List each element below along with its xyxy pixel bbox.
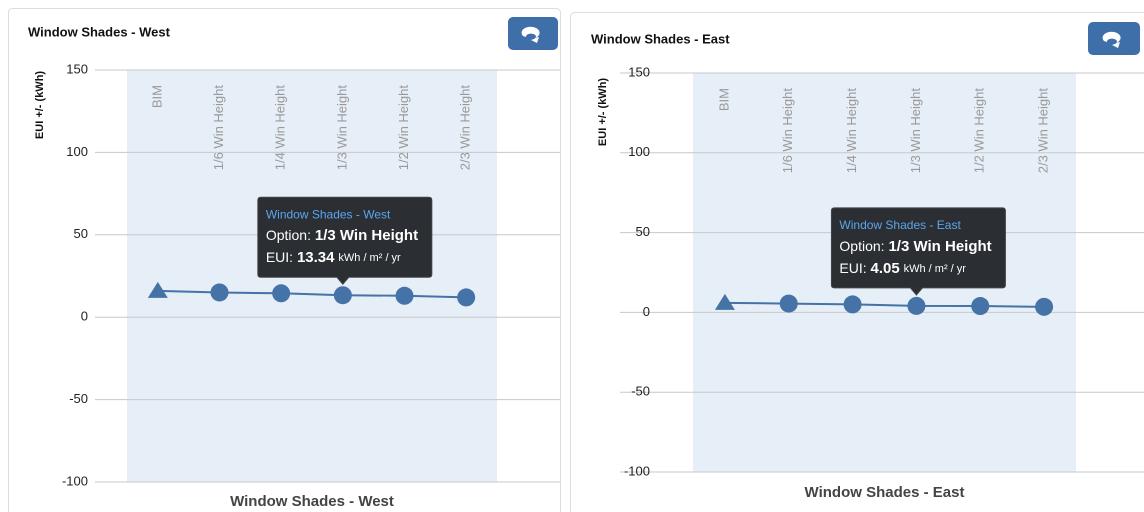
y-axis-label: EUI +/- (kWh) xyxy=(34,71,46,139)
chart-title: Window Shades - West xyxy=(28,24,171,39)
y-tick-label: 100 xyxy=(628,144,650,159)
x-category-label: 2/3 Win Height xyxy=(458,85,473,171)
tooltip-series: Window Shades - West xyxy=(266,207,391,221)
point-marker xyxy=(971,297,990,316)
tooltip-eui: EUI: 13.34 kWh / m² / yr xyxy=(266,249,401,266)
point-marker xyxy=(457,288,476,307)
point-marker xyxy=(147,281,168,298)
x-axis-label: Window Shades - East xyxy=(805,484,965,501)
x-category-label: 1/4 Win Height xyxy=(844,88,859,174)
point-marker xyxy=(907,296,926,315)
point-marker xyxy=(395,286,414,305)
tooltip-eui: EUI: 4.05 kWh / m² / yr xyxy=(839,260,966,277)
point-marker xyxy=(272,284,291,303)
y-tick-label: -50 xyxy=(631,384,650,399)
tooltip-eui-value: 4.05 xyxy=(871,260,900,277)
x-category-label: 1/6 Win Height xyxy=(211,85,226,171)
tooltip-unit: kWh / m² / yr xyxy=(904,263,967,275)
tooltip-eui-label: EUI: xyxy=(266,249,293,265)
tooltip-option-label: Option: xyxy=(839,238,884,254)
chart-title: Window Shades - East xyxy=(591,31,730,46)
tooltip-box xyxy=(830,207,1006,296)
x-category-label: 1/4 Win Height xyxy=(273,85,288,171)
y-tick-label: 150 xyxy=(628,64,650,79)
y-tick-label: 50 xyxy=(636,224,650,239)
point-marker xyxy=(210,283,229,302)
point-marker xyxy=(714,293,735,310)
series-line xyxy=(157,289,467,299)
tooltip-option-value: 1/3 Win Height xyxy=(888,238,991,255)
series-line xyxy=(724,301,1045,308)
point-marker xyxy=(1035,297,1054,316)
y-tick-label: 50 xyxy=(74,226,88,241)
y-tick-label: -100 xyxy=(62,473,88,488)
refresh-button[interactable] xyxy=(1088,22,1140,55)
y-tick-label: -50 xyxy=(69,391,88,406)
tooltip-option-label: Option: xyxy=(266,227,311,243)
y-tick-label: 100 xyxy=(66,144,88,159)
y-tick-label: 150 xyxy=(66,61,88,76)
x-axis-label: Window Shades - West xyxy=(230,493,394,510)
x-category-label: 2/3 Win Height xyxy=(1036,88,1051,174)
tooltip-option: Option: 1/3 Win Height xyxy=(266,227,418,244)
x-category-label: BIM xyxy=(149,85,164,108)
tooltip-option-value: 1/3 Win Height xyxy=(315,227,418,244)
x-category-label: 1/3 Win Height xyxy=(908,88,923,174)
x-category-label: 1/2 Win Height xyxy=(972,88,987,174)
tooltip-box xyxy=(257,196,433,285)
tooltip-unit: kWh / m² / yr xyxy=(338,252,401,264)
refresh-button[interactable] xyxy=(508,17,558,50)
y-tick-label: 0 xyxy=(81,309,88,324)
y-tick-label: 0 xyxy=(643,304,650,319)
point-marker xyxy=(333,286,352,305)
y-tick-label: -100 xyxy=(624,463,650,478)
tooltip-series: Window Shades - East xyxy=(839,218,961,232)
x-category-label: 1/2 Win Height xyxy=(396,85,411,171)
tooltip-eui-label: EUI: xyxy=(839,260,866,276)
tooltip-option: Option: 1/3 Win Height xyxy=(839,238,991,255)
x-category-label: BIM xyxy=(716,88,731,111)
tooltip-eui-value: 13.34 xyxy=(297,249,335,266)
point-marker xyxy=(779,294,798,313)
point-marker xyxy=(843,295,862,314)
x-category-label: 1/3 Win Height xyxy=(334,85,349,171)
y-axis-label: EUI +/- (kWh) xyxy=(597,78,609,146)
x-category-label: 1/6 Win Height xyxy=(780,88,795,174)
